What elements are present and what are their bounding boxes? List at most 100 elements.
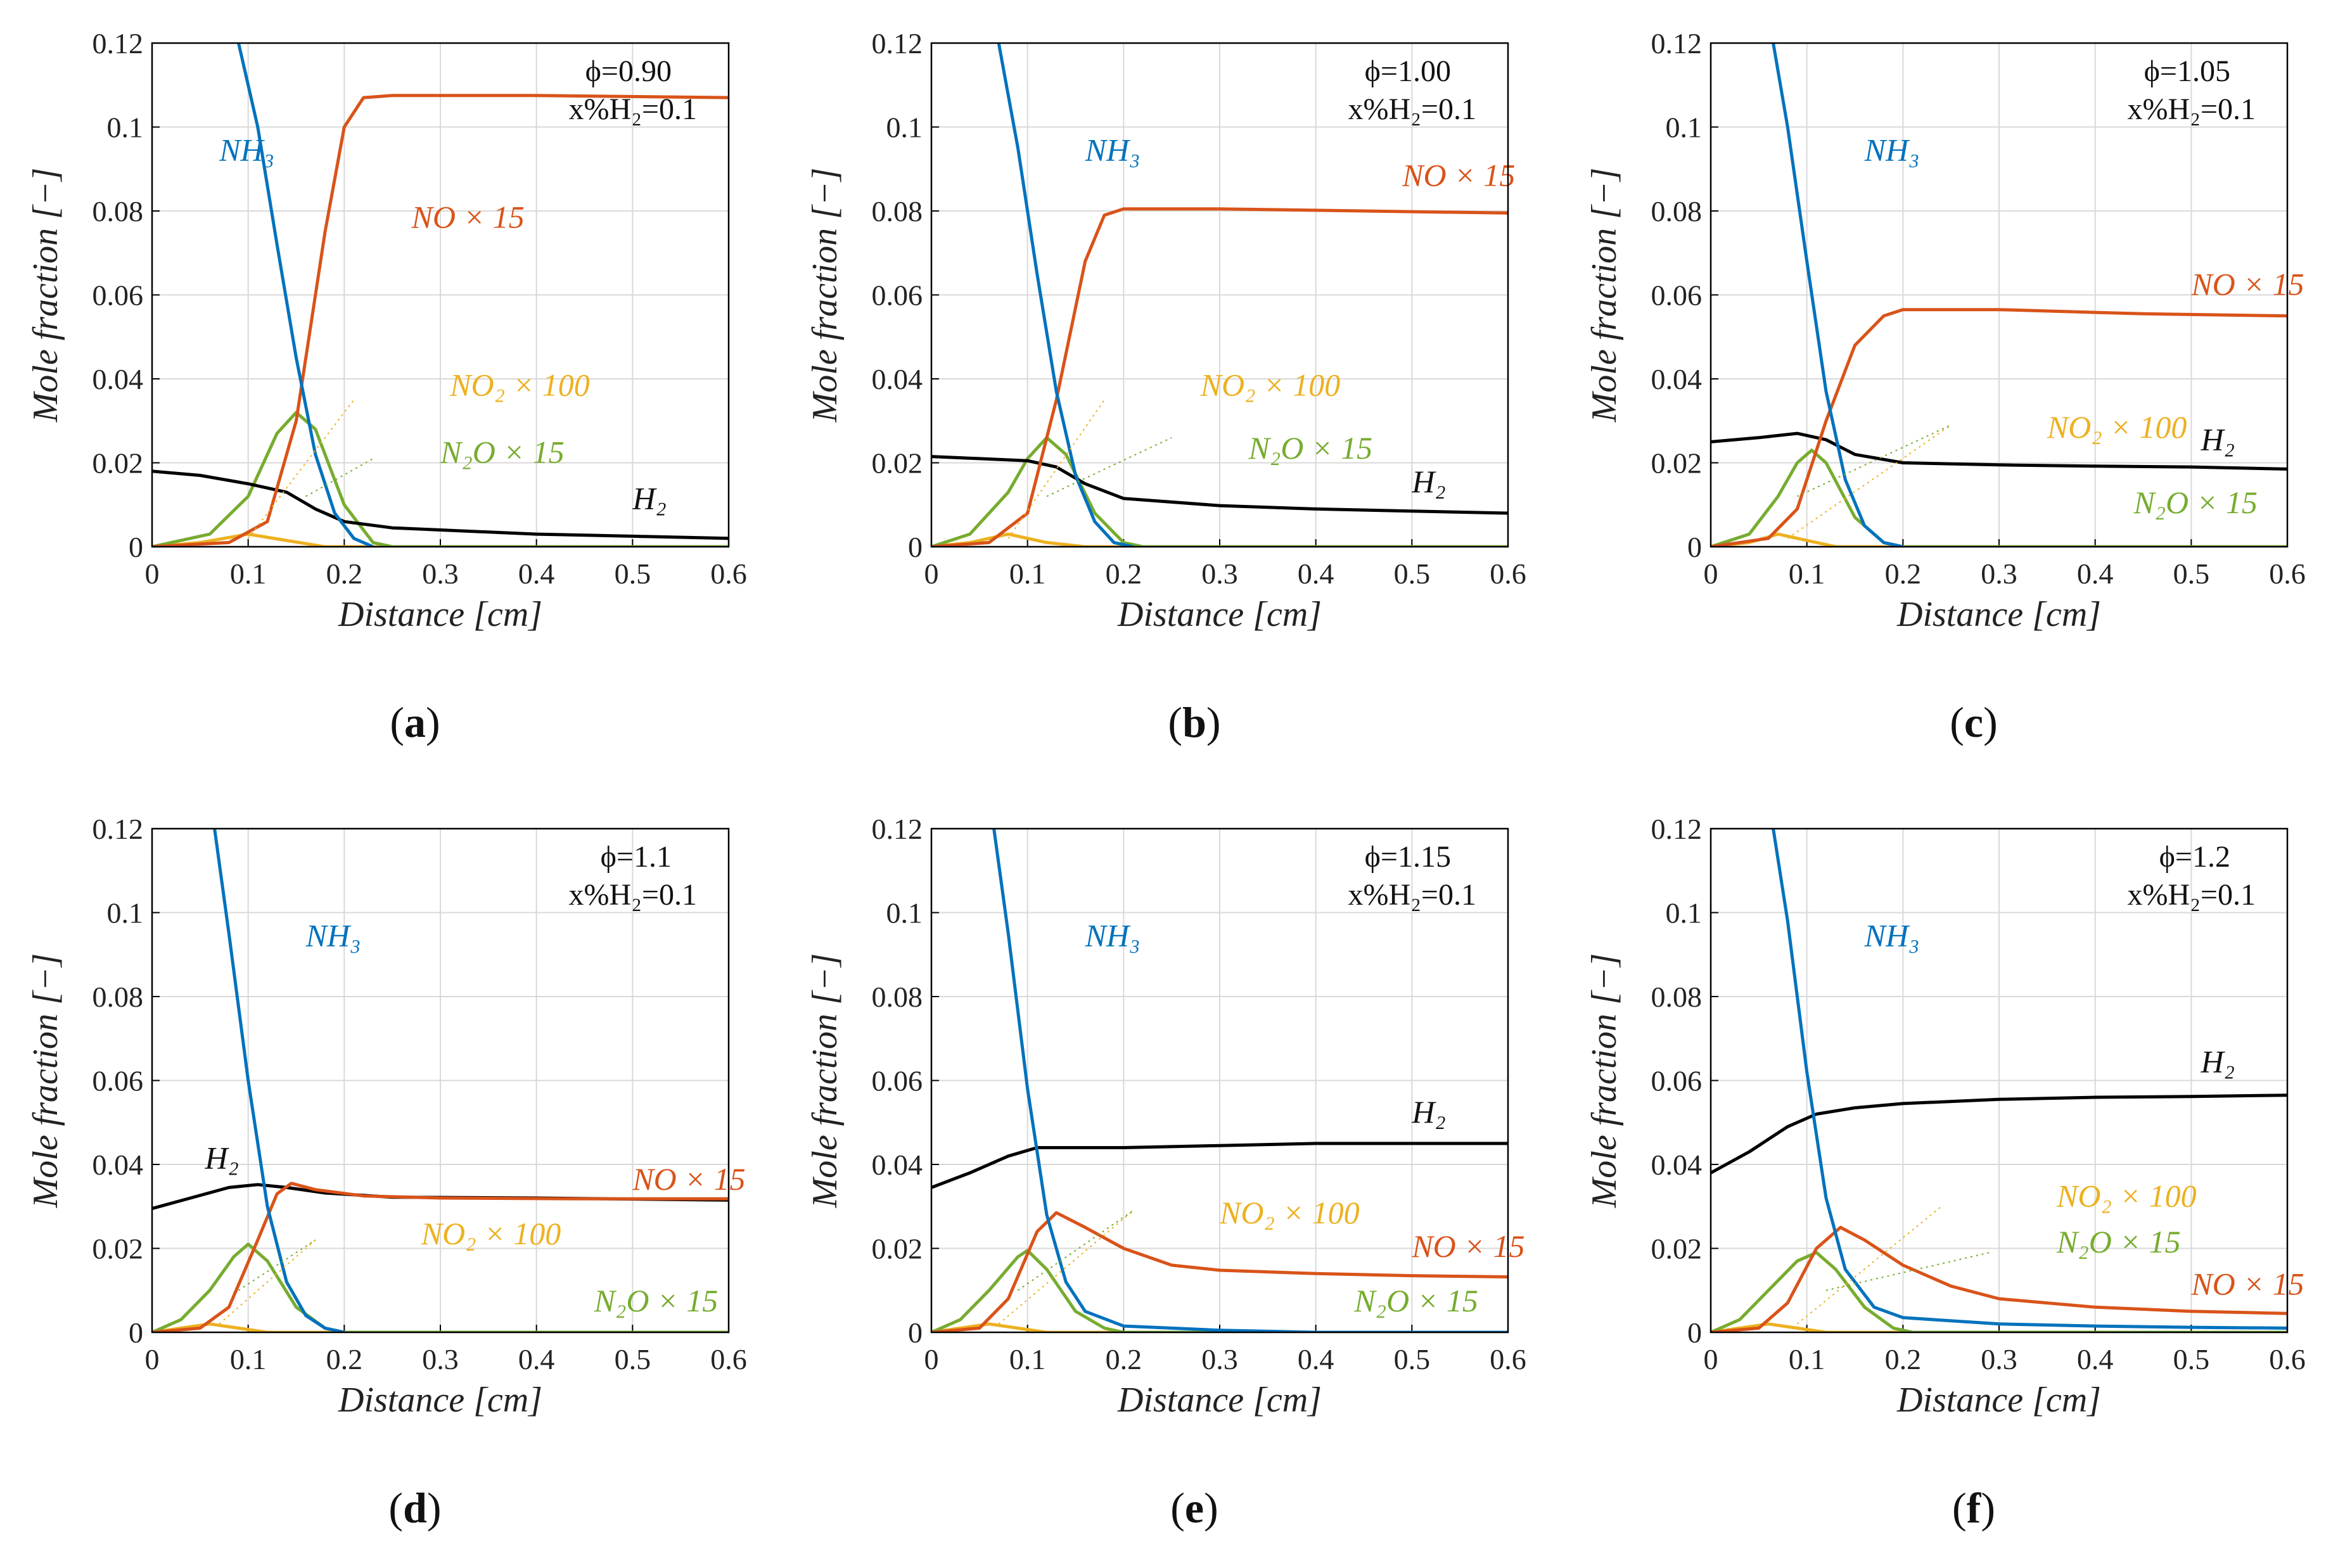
series-label-nh3: NH₃ [1085,918,1141,953]
x-tick-label: 0.1 [1009,558,1046,590]
x-tick-label: 0.4 [518,1343,555,1375]
panel-label-close: ) [1206,698,1221,746]
x-tick-label: 0.5 [615,558,651,590]
series-line-h2 [931,1142,1508,1189]
y-tick-label: 0.06 [872,279,923,312]
x-tick-label: 0.6 [710,558,747,590]
panel-label-close: ) [426,698,440,746]
panel-label-letter: d [403,1484,427,1532]
y-tick-label: 0.08 [872,195,923,227]
chart-panel-f: 0 0.1 0.2 0.3 0.4 0.5 0.6 0 0.02 0.04 0.06 0.08 0.1 0… [1585,813,2306,1532]
series-line-n2o [1711,1251,2287,1332]
x-tick-label: 0.5 [1394,1343,1431,1375]
panel-label-close: ) [1204,1484,1218,1532]
y-tick-label: 0 [908,1316,923,1349]
series-label-h2: H₂ [1411,464,1446,499]
y-tick-label: 0.12 [1651,27,1703,60]
panel-label: (f) [1952,1484,1995,1532]
y-tick-label: 0 [1687,531,1702,563]
series-label-no2: NO₂ × 100 [1200,367,1341,403]
series-label-nh3: NH₃ [1864,918,1920,953]
panel-label-letter: e [1185,1484,1204,1532]
series-label-h2: H₂ [2201,1043,2235,1079]
series-label-no: NO × 15 [2190,267,2304,302]
y-tick-label: 0.1 [1666,112,1703,144]
series-line-h2 [1711,431,2287,471]
chart-panel-e: 0 0.1 0.2 0.3 0.4 0.5 0.6 0 0.02 0.04 0.06 0.08 0.1 0… [805,813,1526,1532]
series-line-nh3 [992,829,1508,1332]
x-tick-label: 0.2 [1106,1343,1142,1375]
x-tick-label: 0.2 [326,558,363,590]
panel-label-open: ( [1950,698,1964,746]
series-label-n2o: N₂O × 15 [2056,1224,2181,1259]
series-line-n2o [931,436,1508,547]
y-tick-label: 0.02 [1651,447,1703,480]
x-axis-label: Distance [cm] [338,595,542,634]
series-line-h2 [931,455,1508,515]
y-tick-label: 0.06 [1651,1065,1703,1097]
y-tick-label: 0.02 [93,447,144,480]
series-label-h2: H₂ [2201,422,2235,457]
panel-label-letter: c [1964,698,1983,746]
series-label-no2: NO₂ × 100 [449,367,590,403]
y-axis-label: Mole fraction [−] [805,168,845,423]
x-tick-label: 0.2 [1885,558,1922,590]
x-tick-label: 0.1 [1789,1343,1825,1375]
x-tick-label: 0.3 [1981,1343,2017,1375]
series-label-no: NO × 15 [632,1161,745,1197]
y-tick-label: 0.02 [1651,1233,1703,1265]
series-label-no: NO × 15 [1411,1228,1524,1264]
panel-label-close: ) [427,1484,442,1532]
phi-annotation: ϕ=1.15 [1365,840,1451,874]
phi-annotation: ϕ=1.05 [2144,54,2230,88]
y-tick-label: 0.04 [93,1149,144,1181]
series-label-no2: NO₂ × 100 [1219,1195,1360,1230]
x-tick-label: 0.6 [2269,1343,2306,1375]
chart-panel-a: 0 0.1 0.2 0.3 0.4 0.5 0.6 0 0.02 0.04 0.06 0.08 0.1 0… [26,27,747,746]
y-tick-label: 0.08 [1651,981,1703,1013]
y-tick-label: 0.04 [1651,1149,1703,1181]
y-axis-label: Mole fraction [−] [1585,168,1624,423]
x-tick-label: 0.3 [1201,558,1238,590]
y-tick-label: 0 [1687,1316,1702,1349]
series-label-no2: NO₂ × 100 [2047,409,2187,445]
plot-frame [1709,827,2289,1334]
series-line-nh3 [213,829,345,1332]
series-line-no [931,207,1508,547]
series-label-n2o: N₂O × 15 [440,435,565,470]
plot-frame [930,827,1509,1334]
y-tick-label: 0.04 [93,363,144,395]
plot-frame [1709,42,2289,548]
series-label-h2: H₂ [1411,1094,1446,1130]
series-line-n2o [931,1249,1508,1332]
x-tick-label: 0.4 [1298,558,1334,590]
y-tick-label: 0.12 [872,27,923,60]
panel-label-letter: f [1967,1484,1982,1532]
pointer-no2 [1796,1206,1942,1325]
series-label-n2o: N₂O × 15 [2133,485,2258,520]
x-tick-label: 0.6 [2269,558,2306,590]
phi-annotation: ϕ=1.00 [1365,54,1451,88]
plot-frame [151,827,730,1334]
y-tick-label: 0.02 [872,1233,923,1265]
series-label-no: NO × 15 [2190,1266,2304,1301]
panel-label-open: ( [390,698,404,746]
y-axis-label: Mole fraction [−] [805,953,845,1209]
panel-label: (e) [1170,1484,1218,1532]
x-tick-label: 0.1 [1789,558,1825,590]
x-tick-label: 0.1 [230,1343,267,1375]
x-tick-label: 0.1 [1009,1343,1046,1375]
y-tick-label: 0.08 [93,981,144,1013]
y-tick-label: 0.04 [872,1149,923,1181]
series-label-n2o: N₂O × 15 [594,1283,719,1318]
plot-frame [151,42,730,548]
panel-label-open: ( [1170,1484,1185,1532]
y-tick-label: 0.02 [872,447,923,480]
x-tick-label: 0.3 [422,1343,459,1375]
series-line-h2 [1711,1093,2287,1175]
panel-label-open: ( [1168,698,1182,746]
series-label-n2o: N₂O × 15 [1353,1283,1478,1318]
h2-fraction-annotation: x%H₂=0.1 [1348,878,1476,912]
pointer-no2 [1787,424,1952,539]
